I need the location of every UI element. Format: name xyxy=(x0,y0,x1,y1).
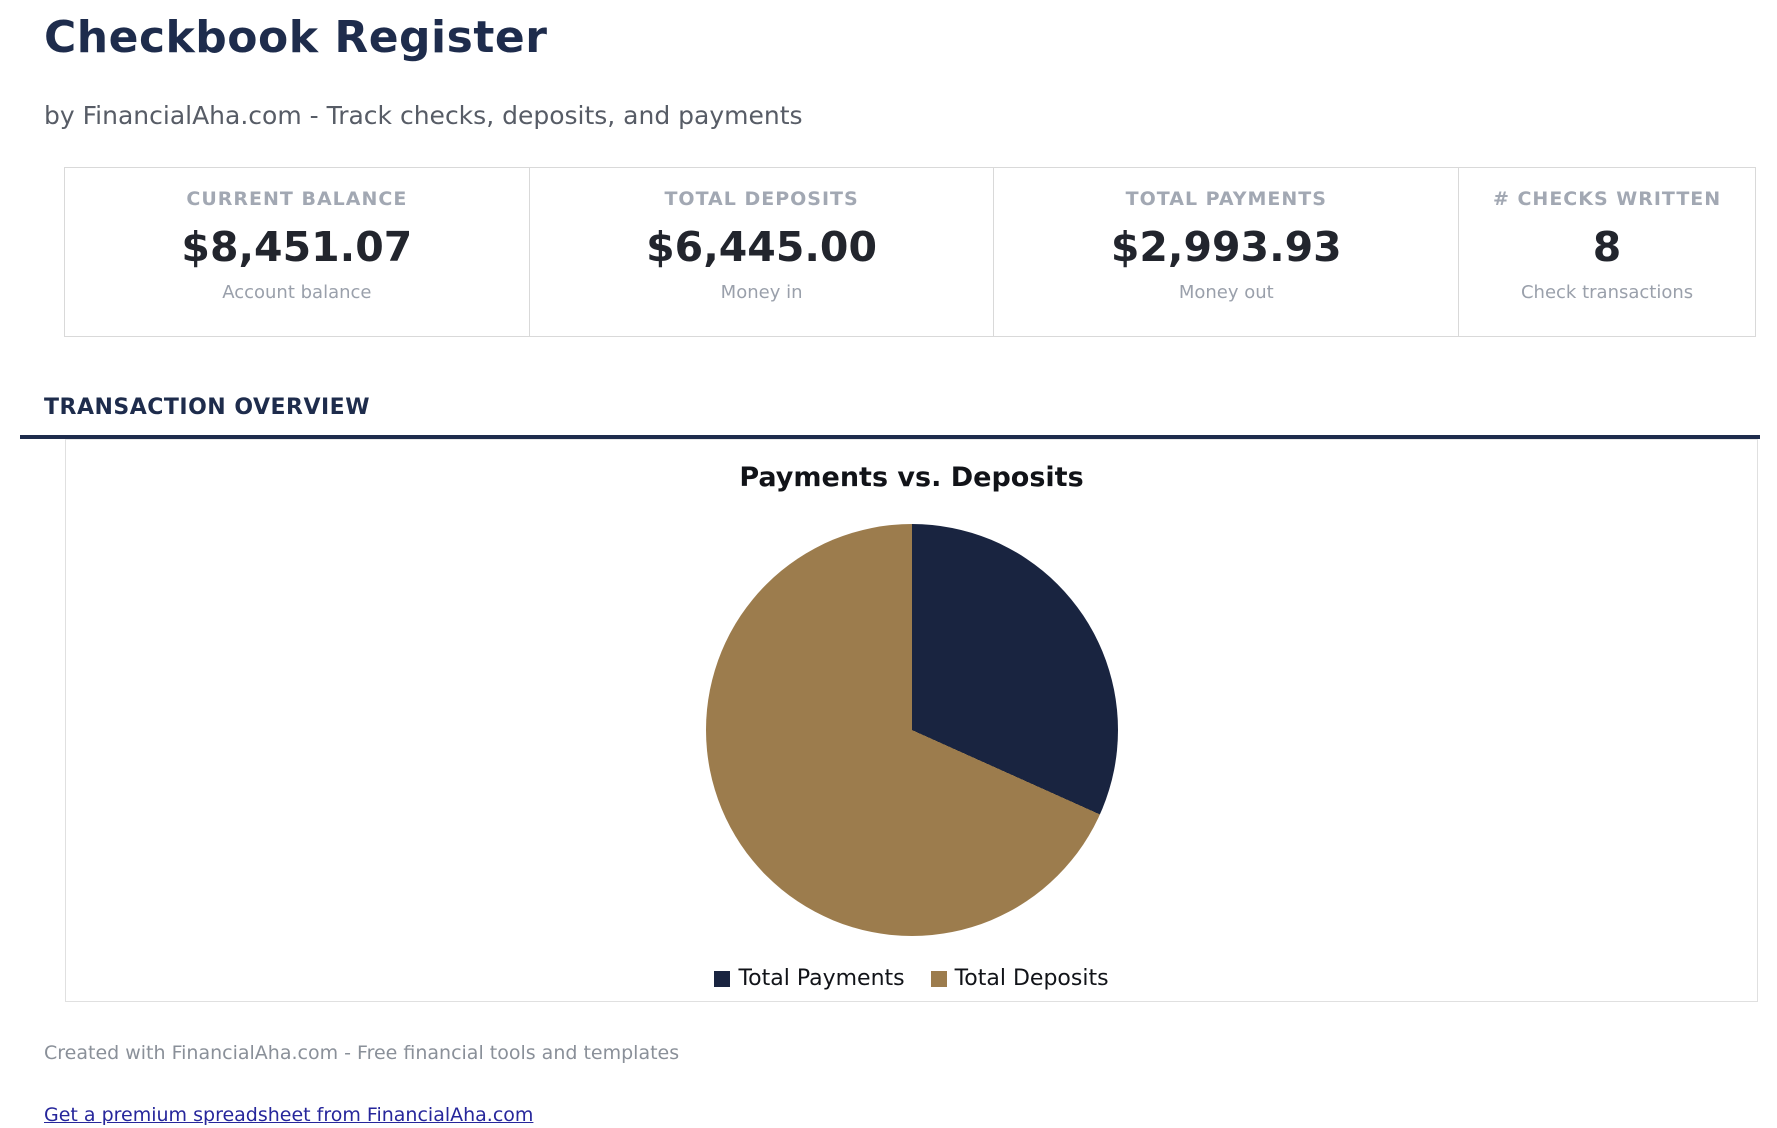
section-divider xyxy=(20,435,1760,439)
section-title-transaction-overview: TRANSACTION OVERVIEW xyxy=(44,395,370,420)
pie-chart xyxy=(705,524,1118,936)
stat-label: CURRENT BALANCE xyxy=(186,188,408,210)
stat-sublabel: Money in xyxy=(720,282,803,303)
stats-row: CURRENT BALANCE $8,451.07 Account balanc… xyxy=(64,167,1756,337)
stat-sublabel: Check transactions xyxy=(1520,282,1694,303)
stat-value: $6,445.00 xyxy=(646,223,877,271)
legend-swatch-deposits xyxy=(930,970,947,987)
stat-label: # CHECKS WRITTEN xyxy=(1492,188,1722,210)
chart-panel: Payments vs. Deposits Total Payments Tot… xyxy=(65,439,1758,1002)
stat-value: $8,451.07 xyxy=(181,223,413,271)
stat-card-total-payments: TOTAL PAYMENTS $2,993.93 Money out xyxy=(993,168,1458,336)
chart-legend: Total Payments Total Deposits xyxy=(66,966,1757,991)
legend-label: Total Payments xyxy=(738,966,905,991)
page-subtitle: by FinancialAha.com - Track checks, depo… xyxy=(44,101,803,130)
page-title: Checkbook Register xyxy=(44,12,548,63)
stat-sublabel: Account balance xyxy=(222,282,372,303)
stat-sublabel: Money out xyxy=(1178,282,1274,303)
legend-label: Total Deposits xyxy=(954,966,1109,991)
stat-value: $2,993.93 xyxy=(1110,223,1342,271)
stat-card-total-deposits: TOTAL DEPOSITS $6,445.00 Money in xyxy=(528,168,994,336)
stat-card-current-balance: CURRENT BALANCE $8,451.07 Account balanc… xyxy=(65,168,529,336)
footer-credit: Created with FinancialAha.com - Free fin… xyxy=(44,1042,680,1064)
stat-card-checks-written: # CHECKS WRITTEN 8 Check transactions xyxy=(1458,168,1755,336)
page: Checkbook Register by FinancialAha.com -… xyxy=(0,12,1777,1127)
legend-swatch-payments xyxy=(714,970,731,987)
legend-item-total-payments: Total Payments xyxy=(714,966,905,991)
stat-label: TOTAL PAYMENTS xyxy=(1125,188,1327,210)
chart-title: Payments vs. Deposits xyxy=(739,462,1084,493)
stat-value: 8 xyxy=(1592,223,1622,271)
stat-label: TOTAL DEPOSITS xyxy=(664,188,859,210)
legend-item-total-deposits: Total Deposits xyxy=(930,966,1109,991)
